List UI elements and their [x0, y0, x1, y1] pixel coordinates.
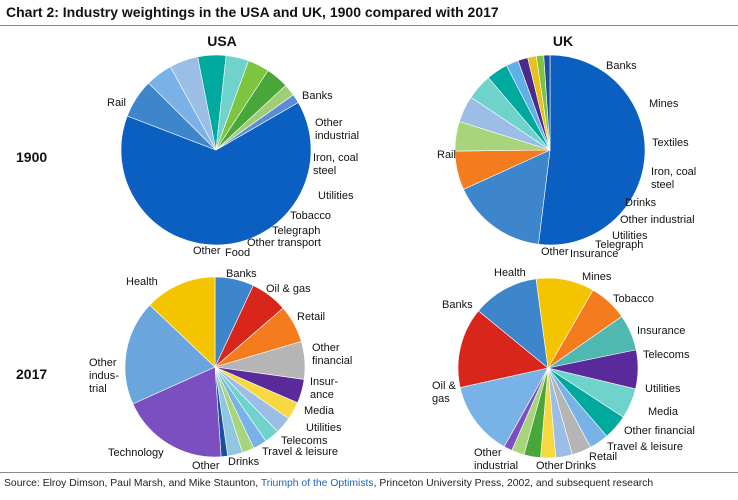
slice-label: Other financial — [624, 425, 695, 437]
slice-label: Other transport — [247, 237, 321, 249]
slice-label: Travel & leisure — [607, 441, 683, 453]
slice-label: Media — [648, 406, 679, 418]
source-note: Source: Elroy Dimson, Paul Marsh, and Mi… — [4, 478, 653, 489]
slice-label: Drinks — [565, 460, 597, 470]
slice-label: Telegraph — [595, 239, 643, 251]
column-header-usa: USA — [207, 33, 237, 49]
slice-label: Utilities — [318, 190, 354, 202]
row-header-2017: 2017 — [16, 366, 47, 382]
slice-label: Other industrial — [620, 214, 695, 226]
title-divider — [0, 25, 738, 26]
slice-label: Oil & gas — [266, 283, 311, 295]
slice-label: Insurance — [570, 248, 618, 260]
slice-label: Banks — [606, 60, 637, 72]
slice-label: Telecoms — [643, 349, 690, 361]
slice-label: Other — [192, 460, 220, 470]
pie-slice — [124, 304, 216, 405]
pie-slice — [459, 367, 549, 448]
pie-3 — [457, 277, 639, 459]
pie-slice — [149, 276, 216, 368]
source-prefix: Source: Elroy Dimson, Paul Marsh, and Mi… — [4, 478, 261, 489]
slice-label: Other — [541, 246, 569, 258]
slice-label: Drinks — [228, 456, 260, 468]
slice-label: Technology — [108, 447, 164, 459]
slice-label: Other — [193, 245, 221, 257]
slice-label: Tobacco — [613, 293, 654, 305]
source-book-link[interactable]: Triumph of the Optimists — [260, 478, 374, 489]
pie-1 — [454, 54, 646, 246]
pie-slice — [543, 54, 551, 151]
slice-label: Utilities — [645, 383, 681, 395]
slice-label: Media — [304, 405, 335, 417]
slice-label: Banks — [226, 268, 257, 280]
slice-label: Utilities — [612, 230, 648, 242]
slice-label: Health — [126, 276, 158, 288]
pie-slice — [535, 277, 594, 369]
slice-label: Telecoms — [281, 435, 328, 447]
slice-label: Food — [225, 247, 250, 259]
pie-slice — [132, 366, 222, 458]
slice-label: Iron, coal steel — [313, 152, 358, 177]
slice-label: Mines — [649, 98, 679, 110]
pie-slice — [538, 54, 646, 246]
pie-chart-grid: USA UK 1900 2017 Rail Banks Other industria… — [16, 33, 696, 470]
slice-label: Other industrial — [474, 447, 518, 470]
slice-label: Other — [536, 460, 564, 470]
slice-label: Health — [494, 267, 526, 279]
slice-label: Telegraph — [272, 225, 320, 237]
slice-label: Rail — [107, 97, 126, 109]
pie-slice — [120, 102, 312, 246]
pies-group: Rail Banks Other industrial Iron, coal steel U… — [89, 54, 696, 470]
source-suffix: , Princeton University Press, 2002, and … — [373, 478, 654, 489]
slice-label: Utilities — [306, 422, 342, 434]
pie-0 — [120, 54, 312, 246]
slice-label: Rail — [437, 149, 456, 161]
slice-label: Insur-ance — [310, 376, 338, 401]
slice-label: Retail — [589, 451, 617, 463]
slice-label: Iron, coal steel — [651, 166, 696, 191]
slice-label: Drinks — [625, 197, 657, 209]
slice-label: Banks — [442, 299, 473, 311]
row-header-1900: 1900 — [16, 149, 47, 165]
slice-label: Textiles — [652, 137, 689, 149]
pie-slice — [215, 94, 299, 151]
source-divider — [0, 472, 738, 473]
pie-2 — [124, 276, 306, 458]
slice-label: Travel & leisure — [262, 446, 338, 458]
slice-label: Tobacco — [290, 210, 331, 222]
slice-label: Other indus-trial — [89, 357, 119, 395]
slice-label: Retail — [297, 311, 325, 323]
column-header-uk: UK — [553, 33, 573, 49]
chart-title: Chart 2: Industry weightings in the USA … — [6, 4, 499, 20]
slice-label: Other industrial — [315, 117, 359, 142]
pie-slice — [457, 310, 549, 388]
pie-slice — [463, 149, 551, 245]
slice-label: Banks — [302, 90, 333, 102]
slice-label: Oil & gas — [432, 380, 457, 405]
slice-label: Other financial — [312, 342, 352, 367]
slice-label: Insurance — [637, 325, 685, 337]
slice-label: Mines — [582, 271, 612, 283]
pie-slice — [478, 278, 549, 369]
